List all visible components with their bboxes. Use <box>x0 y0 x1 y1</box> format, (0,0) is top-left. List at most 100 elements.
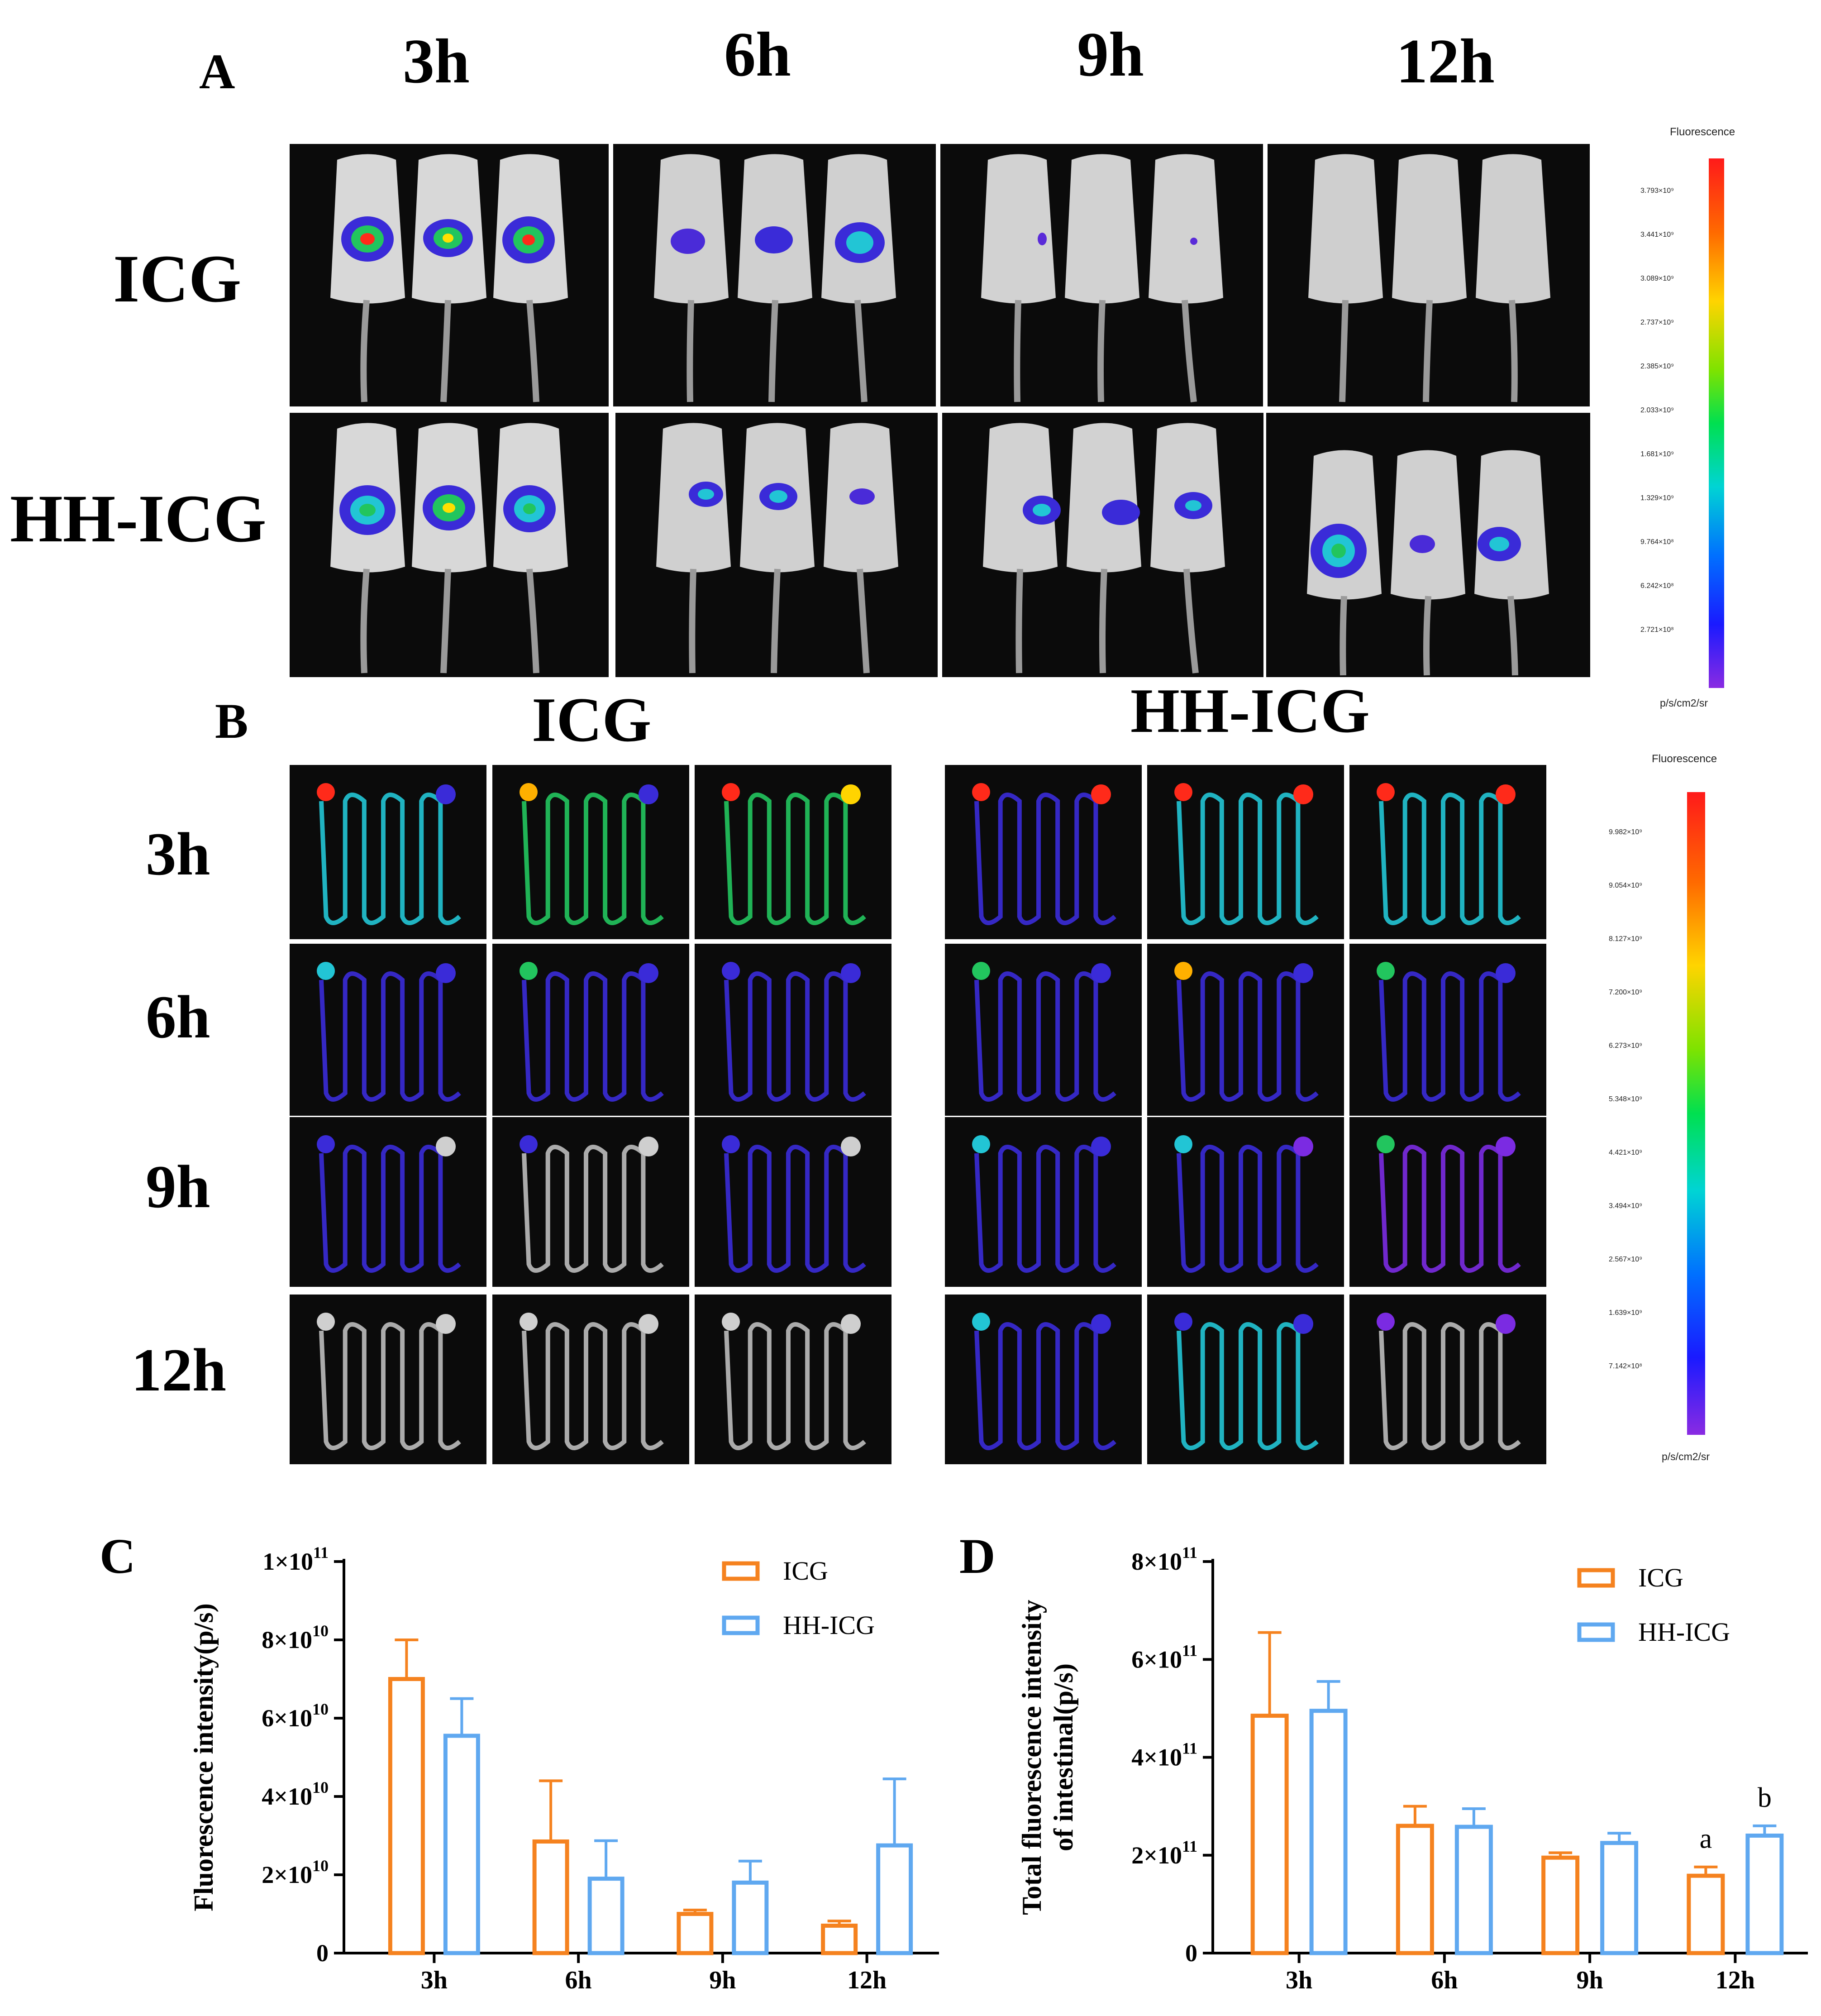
b-colorbar-tick: 7.200×10⁹ <box>1609 989 1643 996</box>
bar-hh-icg-12h <box>876 1843 913 1955</box>
b-image-icg-r4-c2 <box>492 1295 689 1464</box>
x-tick-label: 6h <box>1431 1966 1458 1994</box>
a-colorbar-tick: 9.764×10⁸ <box>1640 538 1674 546</box>
b-image-hhicg-r2-c3 <box>1349 944 1546 1116</box>
y-tick-label: 6×1011 <box>1131 1641 1197 1673</box>
b-colorbar-tick: 7.142×10⁸ <box>1609 1362 1642 1370</box>
legend-swatch-hh-icg <box>1577 1622 1615 1642</box>
b-group-icg: ICG <box>532 685 652 755</box>
bar-icg-6h <box>532 1839 569 1955</box>
a-colorbar-tick: 3.793×10⁹ <box>1640 187 1674 195</box>
bar-hh-icg-12h <box>1745 1834 1784 1955</box>
a-colorbar-tick: 2.385×10⁹ <box>1640 363 1674 370</box>
a-colorbar-tick: 2.737×10⁹ <box>1640 319 1674 326</box>
x-tick-label: 3h <box>421 1966 448 1994</box>
a-colorbar-tick: 2.721×10⁸ <box>1640 626 1674 634</box>
bar-hh-icg-6h <box>587 1877 624 1955</box>
bar-icg-9h <box>677 1912 714 1955</box>
a-time-12h: 12h <box>1396 26 1495 96</box>
y-axis-title-line: of intestinal(p/s) <box>1049 1663 1078 1851</box>
x-tick-label: 3h <box>1286 1966 1312 1994</box>
legend-label-icg: ICG <box>1638 1563 1683 1592</box>
bar-icg-9h <box>1541 1855 1580 1955</box>
b-image-hhicg-r3-c1 <box>945 1117 1142 1287</box>
b-image-hhicg-r3-c2 <box>1147 1117 1344 1287</box>
a-colorbar-unit: p/s/cm2/sr <box>1660 697 1708 709</box>
b-colorbar-tick: 6.273×10⁹ <box>1609 1042 1643 1050</box>
bar-hh-icg-9h <box>732 1880 769 1955</box>
b-colorbar-gradient <box>1687 792 1705 1435</box>
x-tick-label: 12h <box>1716 1966 1755 1994</box>
b-image-icg-r1-c1 <box>290 765 486 939</box>
y-tick-label: 8×1010 <box>262 1622 329 1653</box>
bar-hh-icg-3h <box>1309 1709 1348 1955</box>
b-colorbar-tick: 9.054×10⁹ <box>1609 882 1643 889</box>
b-colorbar-tick: 3.494×10⁹ <box>1609 1202 1643 1210</box>
a-image-icg-12h <box>1268 144 1590 406</box>
a-time-3h: 3h <box>403 26 470 96</box>
y-tick-label: 4×1011 <box>1131 1739 1197 1771</box>
a-image-hhicg-12h <box>1266 413 1590 677</box>
a-row-icg: ICG <box>113 241 242 316</box>
a-image-icg-6h <box>613 144 936 406</box>
annotation-b: b <box>1758 1782 1772 1813</box>
annotation-a: a <box>1700 1824 1712 1854</box>
y-axis-title: Fluorescence intensity(p/s) <box>189 1603 219 1911</box>
chart-c: 0 2×1010 4×1010 6×1010 8×1010 1×1011 3h 6h 9h 12h… <box>189 1543 939 1994</box>
legend-label-icg: ICG <box>783 1556 828 1586</box>
a-colorbar-tick: 1.329×10⁹ <box>1640 494 1674 502</box>
a-image-icg-9h <box>940 144 1263 406</box>
b-image-hhicg-r3-c3 <box>1349 1117 1546 1287</box>
b-image-hhicg-r2-c2 <box>1147 944 1344 1116</box>
b-image-icg-r4-c1 <box>290 1295 486 1464</box>
a-colorbar-tick: 2.033×10⁹ <box>1640 406 1674 414</box>
a-image-hhicg-3h <box>290 413 609 677</box>
x-tick-label: 6h <box>565 1966 592 1994</box>
b-row-6h: 6h <box>146 984 210 1051</box>
a-colorbar-tick: 3.441×10⁹ <box>1640 231 1674 239</box>
bar-icg-12h <box>1687 1873 1725 1955</box>
y-axis-title-line: Total fluorescence intensity <box>1017 1600 1047 1915</box>
b-image-hhicg-r1-c1 <box>945 765 1142 939</box>
b-colorbar-tick: 9.982×10⁹ <box>1609 828 1643 836</box>
bar-icg-6h <box>1396 1824 1434 1955</box>
legend-label-hh-icg: HH-ICG <box>783 1610 875 1640</box>
chart-d: 0 2×1011 4×1011 6×1011 8×1011 3h 6h 9h 12h a b ICG H… <box>1017 1543 1808 1994</box>
y-tick-label: 0 <box>1185 1940 1197 1967</box>
y-tick-label: 0 <box>316 1940 329 1967</box>
b-image-hhicg-r2-c1 <box>945 944 1142 1116</box>
b-colorbar-tick: 1.639×10⁹ <box>1609 1309 1643 1317</box>
panel-label-c: C <box>100 1529 136 1584</box>
panel-label-d: D <box>959 1529 996 1584</box>
b-image-icg-r2-c1 <box>290 944 486 1116</box>
b-colorbar-title: Fluorescence <box>1652 753 1717 765</box>
b-image-icg-r4-c3 <box>695 1295 891 1464</box>
a-time-6h: 6h <box>724 19 791 90</box>
y-tick-label: 4×1010 <box>262 1778 329 1810</box>
b-image-icg-r3-c3 <box>695 1117 891 1287</box>
bar-hh-icg-6h <box>1454 1825 1493 1955</box>
bar-icg-12h <box>821 1923 858 1955</box>
a-row-hhicg: HH-ICG <box>10 481 267 556</box>
b-image-hhicg-r4-c1 <box>945 1295 1142 1464</box>
x-tick-label: 12h <box>847 1966 887 1994</box>
panel-label-a: A <box>199 44 235 99</box>
b-image-icg-r3-c1 <box>290 1117 486 1287</box>
b-row-12h: 12h <box>131 1337 227 1404</box>
b-colorbar-tick: 5.348×10⁹ <box>1609 1095 1643 1103</box>
b-colorbar-tick: 4.421×10⁹ <box>1609 1149 1643 1156</box>
legend-swatch-icg <box>1577 1568 1615 1588</box>
a-image-icg-3h <box>290 144 609 406</box>
b-row-9h: 9h <box>146 1153 210 1221</box>
a-colorbar-gradient <box>1709 158 1724 688</box>
b-image-icg-r2-c2 <box>492 944 689 1116</box>
b-colorbar-tick: 2.567×10⁹ <box>1609 1256 1643 1263</box>
b-image-hhicg-r1-c3 <box>1349 765 1546 939</box>
a-image-hhicg-9h <box>942 413 1263 677</box>
a-colorbar-tick: 3.089×10⁹ <box>1640 275 1674 282</box>
y-tick-label: 2×1011 <box>1131 1837 1197 1869</box>
a-colorbar-tick: 1.681×10⁹ <box>1640 450 1674 458</box>
legend-swatch-hh-icg <box>722 1615 760 1635</box>
legend-swatch-icg <box>722 1561 760 1581</box>
